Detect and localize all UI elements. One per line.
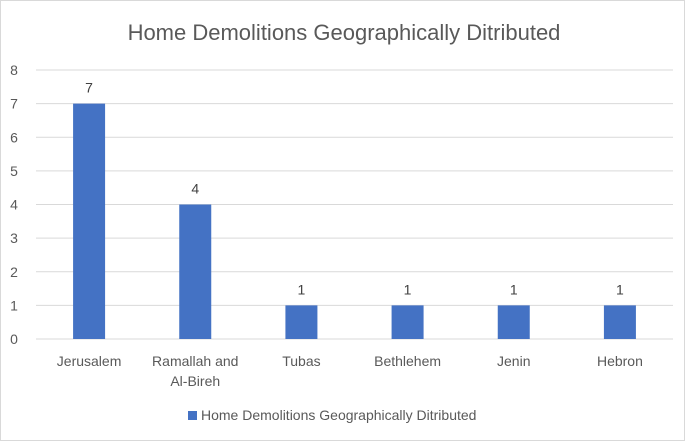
data-label: 1 <box>616 281 624 297</box>
x-tick-label: Bethlehem <box>374 353 441 369</box>
y-tick-label: 5 <box>10 163 18 179</box>
x-tick-label: Ramallah and <box>152 353 238 369</box>
x-tick-label: Al-Bireh <box>170 373 220 389</box>
x-tick-label: Hebron <box>597 353 643 369</box>
y-tick-label: 2 <box>10 264 18 280</box>
x-tick-label: Jerusalem <box>57 353 122 369</box>
data-label: 4 <box>191 181 199 197</box>
bar <box>73 103 106 339</box>
data-label: 7 <box>85 80 93 96</box>
x-tick-label: Tubas <box>282 353 320 369</box>
legend: Home Demolitions Geographically Ditribut… <box>188 407 476 423</box>
x-tick-label: Jenin <box>497 353 530 369</box>
bar <box>603 305 636 339</box>
data-labels: 7 4 1 1 1 1 <box>85 80 624 298</box>
y-tick-label: 1 <box>10 297 18 313</box>
legend-swatch <box>188 411 197 420</box>
y-axis-ticks: 0 1 2 3 4 5 6 7 8 <box>10 62 18 347</box>
bar <box>391 305 424 339</box>
y-tick-label: 6 <box>10 129 18 145</box>
y-tick-label: 0 <box>10 331 18 347</box>
y-tick-label: 7 <box>10 96 18 112</box>
bar <box>179 204 212 339</box>
y-tick-label: 4 <box>10 197 18 213</box>
bars <box>73 103 636 339</box>
data-label: 1 <box>404 281 412 297</box>
chart-title: Home Demolitions Geographically Ditribut… <box>128 20 561 45</box>
gridlines <box>36 69 673 340</box>
y-tick-label: 3 <box>10 230 18 246</box>
data-label: 1 <box>298 281 306 297</box>
data-label: 1 <box>510 281 518 297</box>
x-axis-labels: Jerusalem Ramallah and Al-Bireh Tubas Bethle… <box>57 353 643 389</box>
legend-label: Home Demolitions Geographically Ditribut… <box>201 407 476 423</box>
bar <box>497 305 530 339</box>
bar <box>285 305 318 339</box>
y-tick-label: 8 <box>10 62 18 78</box>
